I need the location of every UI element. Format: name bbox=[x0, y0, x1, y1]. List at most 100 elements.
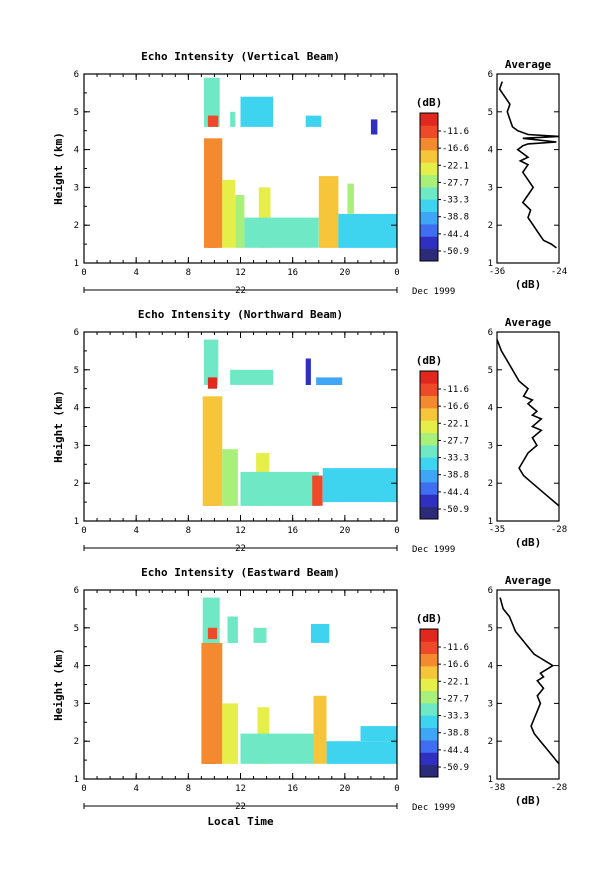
colorbar-segment bbox=[420, 211, 438, 225]
colorbar-segment bbox=[420, 703, 438, 716]
y-tick-label: 2 bbox=[74, 737, 79, 747]
x-tick-label: 0 bbox=[394, 268, 399, 278]
echo-cell bbox=[326, 741, 397, 764]
colorbar-label: -38.8 bbox=[442, 729, 469, 739]
echo-cell bbox=[318, 176, 339, 248]
x-tick-label: 12 bbox=[235, 784, 246, 794]
colorbar-segment bbox=[420, 420, 438, 433]
average-frame bbox=[496, 73, 560, 264]
y-tick-label: 5 bbox=[74, 624, 79, 634]
echo-cell bbox=[222, 179, 236, 248]
echo-cell bbox=[222, 703, 238, 764]
y-tick-label: 5 bbox=[74, 108, 79, 118]
echo-cell bbox=[253, 627, 267, 643]
month-label: Dec 1999 bbox=[412, 545, 455, 555]
average-y-tick-label: 3 bbox=[488, 441, 493, 451]
x-tick-label: 8 bbox=[186, 268, 191, 278]
date-label: 22 bbox=[235, 544, 246, 554]
colorbar-label: -50.9 bbox=[442, 763, 469, 773]
colorbar-label: -16.6 bbox=[442, 144, 469, 154]
heatmap-cells bbox=[201, 597, 397, 764]
colorbar-segment bbox=[420, 764, 438, 778]
colorbar-segment bbox=[420, 408, 438, 421]
y-axis-label: Height (km) bbox=[52, 390, 65, 463]
average-y-tick-label: 1 bbox=[488, 775, 493, 785]
average-x-tick-label: -36 bbox=[489, 267, 505, 277]
y-axis-label: Height (km) bbox=[52, 648, 65, 721]
colorbar-label: -44.4 bbox=[442, 746, 469, 756]
echo-cell bbox=[207, 115, 219, 127]
y-tick-label: 2 bbox=[74, 479, 79, 489]
average-frame bbox=[496, 331, 560, 522]
y-tick-label: 3 bbox=[74, 183, 79, 193]
y-tick-label: 4 bbox=[74, 662, 79, 672]
average-y-tick-label: 4 bbox=[488, 404, 493, 414]
echo-cell bbox=[360, 726, 397, 742]
average-title: Average bbox=[505, 574, 552, 587]
month-label: Dec 1999 bbox=[412, 287, 455, 297]
heatmap-cells bbox=[202, 339, 397, 506]
colorbar-label: -44.4 bbox=[442, 488, 469, 498]
colorbar-label: -11.6 bbox=[442, 127, 469, 137]
colorbar-segment bbox=[420, 715, 438, 728]
average-x-label: (dB) bbox=[515, 794, 542, 807]
y-tick-label: 4 bbox=[74, 404, 79, 414]
average-x-tick-label: -24 bbox=[551, 267, 567, 277]
colorbar-segment bbox=[420, 125, 438, 138]
x-tick-label: 0 bbox=[81, 268, 86, 278]
x-tick-label: 0 bbox=[394, 526, 399, 536]
echo-cell bbox=[230, 111, 236, 127]
colorbar-label: -50.9 bbox=[442, 247, 469, 257]
colorbar-segment bbox=[420, 678, 438, 691]
colorbar-label: -38.8 bbox=[442, 471, 469, 481]
average-x-tick-label: -28 bbox=[551, 783, 567, 793]
echo-cell bbox=[305, 115, 322, 127]
y-tick-label: 1 bbox=[74, 259, 79, 269]
colorbar-segment bbox=[420, 432, 438, 446]
echo-cell bbox=[313, 695, 327, 764]
average-y-tick-label: 3 bbox=[488, 183, 493, 193]
colorbar-frame bbox=[419, 370, 439, 520]
colorbar-label: -11.6 bbox=[442, 643, 469, 653]
average-y-tick-label: 2 bbox=[488, 479, 493, 489]
x-tick-label: 16 bbox=[287, 784, 298, 794]
echo-cell bbox=[202, 396, 223, 506]
x-tick-label: 4 bbox=[133, 784, 138, 794]
panel-title: Echo Intensity (Vertical Beam) bbox=[141, 50, 340, 63]
colorbar-segment bbox=[420, 506, 438, 520]
x-tick-label: 16 bbox=[287, 526, 298, 536]
colorbar-segment bbox=[420, 137, 438, 151]
average-y-tick-label: 4 bbox=[488, 662, 493, 672]
colorbar-segment bbox=[420, 248, 438, 262]
average-x-tick-label: -38 bbox=[489, 783, 505, 793]
colorbar-segment bbox=[420, 113, 438, 126]
colorbar-label: -44.4 bbox=[442, 230, 469, 240]
average-y-tick-label: 3 bbox=[488, 699, 493, 709]
x-axis-label: Local Time bbox=[207, 815, 274, 828]
average-y-tick-label: 6 bbox=[488, 328, 493, 338]
average-y-tick-label: 1 bbox=[488, 517, 493, 527]
echo-cell bbox=[240, 733, 319, 764]
colorbar-segment bbox=[420, 690, 438, 704]
colorbar-segment bbox=[420, 445, 438, 458]
average-y-tick-label: 6 bbox=[488, 586, 493, 596]
echo-cell bbox=[310, 624, 330, 643]
date-label: 22 bbox=[235, 286, 246, 296]
x-tick-label: 0 bbox=[81, 526, 86, 536]
y-tick-label: 4 bbox=[74, 146, 79, 156]
x-tick-label: 12 bbox=[235, 526, 246, 536]
y-tick-label: 6 bbox=[74, 70, 79, 80]
average-y-tick-label: 5 bbox=[488, 108, 493, 118]
average-y-tick-label: 4 bbox=[488, 146, 493, 156]
echo-cell bbox=[204, 77, 220, 127]
colorbar-segment bbox=[420, 482, 438, 495]
x-tick-label: 0 bbox=[81, 784, 86, 794]
colorbar-segment bbox=[420, 727, 438, 741]
x-tick-label: 4 bbox=[133, 526, 138, 536]
y-tick-label: 3 bbox=[74, 441, 79, 451]
colorbar-label: -22.1 bbox=[442, 161, 469, 171]
x-tick-label: 8 bbox=[186, 526, 191, 536]
y-tick-label: 1 bbox=[74, 775, 79, 785]
colorbar-segment bbox=[420, 666, 438, 679]
